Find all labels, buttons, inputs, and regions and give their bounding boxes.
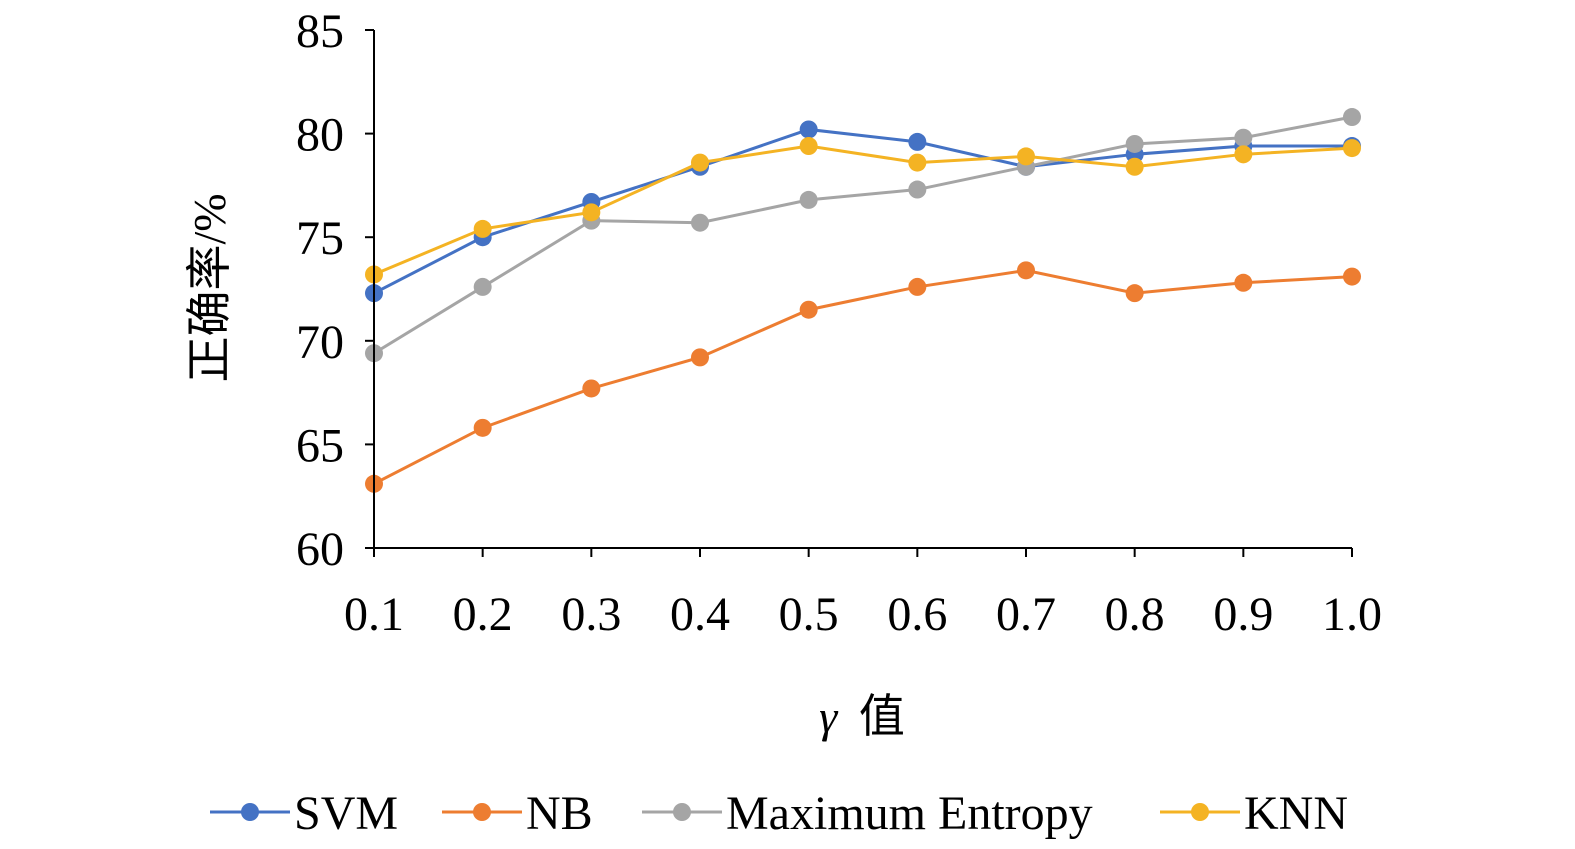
y-axis-title: 正确率/% (184, 193, 235, 382)
legend-swatch-marker (1191, 803, 1209, 821)
data-point-svm (799, 120, 818, 139)
data-point-nb (691, 348, 709, 367)
y-tick-label: 70 (296, 316, 344, 369)
series-line-knn (373, 144, 1353, 276)
data-point-knn (908, 153, 927, 172)
data-point-svm (908, 132, 927, 151)
data-point-maximum-entropy (908, 180, 927, 199)
data-point-knn (1343, 139, 1361, 158)
data-point-maximum-entropy (1234, 128, 1253, 147)
x-tick-label: 0.5 (779, 588, 839, 641)
data-point-nb (908, 277, 927, 296)
data-point-maximum-entropy (473, 277, 492, 296)
series-knn (365, 137, 1361, 284)
data-point-nb (582, 379, 601, 398)
x-tick-label: 0.3 (561, 588, 621, 641)
y-tick-label: 85 (296, 5, 344, 58)
legend-swatch-marker (241, 803, 259, 821)
data-point-knn (1125, 157, 1144, 176)
data-point-nb (473, 418, 492, 437)
x-tick-label: 0.7 (996, 588, 1056, 641)
legend-swatch-marker (673, 803, 691, 821)
x-tick-label: 0.4 (670, 588, 730, 641)
legend-item-maximum-entropy: Maximum Entropy (642, 787, 1093, 840)
y-axis-ticks: 60 65 70 75 80 85 (296, 5, 374, 576)
x-axis-ticks: 0.1 0.2 0.3 0.4 0.5 0.6 0.7 0.8 0.9 1.0 (344, 548, 1382, 641)
series-nb (365, 261, 1361, 493)
data-point-maximum-entropy (1125, 134, 1144, 153)
data-point-knn (473, 219, 492, 238)
legend-label: KNN (1244, 787, 1348, 840)
data-point-nb (799, 300, 818, 319)
data-point-maximum-entropy (799, 190, 818, 209)
x-tick-label: 0.2 (453, 588, 513, 641)
data-point-knn (1017, 147, 1035, 166)
data-point-nb (1343, 267, 1361, 286)
legend-label: Maximum Entropy (726, 787, 1093, 840)
y-tick-label: 80 (296, 109, 344, 162)
series-svm (365, 120, 1361, 303)
y-tick-label: 65 (296, 419, 344, 472)
x-axis-title: γ 值 (819, 691, 905, 742)
legend-label: SVM (294, 787, 398, 840)
data-point-knn (799, 137, 818, 156)
x-axis-title-symbol: γ (819, 691, 839, 742)
data-point-knn (582, 203, 601, 222)
data-point-maximum-entropy (1343, 108, 1361, 127)
legend-item-knn: KNN (1160, 787, 1348, 840)
data-point-nb (1017, 261, 1035, 280)
x-tick-label: 0.1 (344, 588, 404, 641)
legend: SVM NB Maximum Entropy KNN (210, 787, 1348, 840)
data-point-maximum-entropy (691, 213, 709, 232)
legend-item-svm: SVM (210, 787, 398, 840)
x-tick-label: 0.6 (887, 588, 947, 641)
x-tick-label: 0.8 (1105, 588, 1165, 641)
y-tick-label: 75 (296, 212, 344, 265)
series-line-maximum-entropy (373, 115, 1353, 355)
x-tick-label: 0.9 (1213, 588, 1273, 641)
data-point-knn (1234, 145, 1253, 164)
x-axis-title-text: 值 (859, 691, 905, 742)
data-point-nb (1125, 284, 1144, 303)
data-point-knn (691, 153, 709, 172)
series-layer (365, 108, 1361, 493)
y-tick-label: 60 (296, 523, 344, 576)
legend-label: NB (526, 787, 593, 840)
series-maximum-entropy (365, 108, 1361, 363)
data-point-nb (1234, 273, 1253, 292)
x-tick-label: 1.0 (1322, 588, 1382, 641)
legend-item-nb: NB (442, 787, 593, 840)
legend-swatch-marker (473, 803, 491, 821)
series-line-nb (373, 268, 1353, 486)
